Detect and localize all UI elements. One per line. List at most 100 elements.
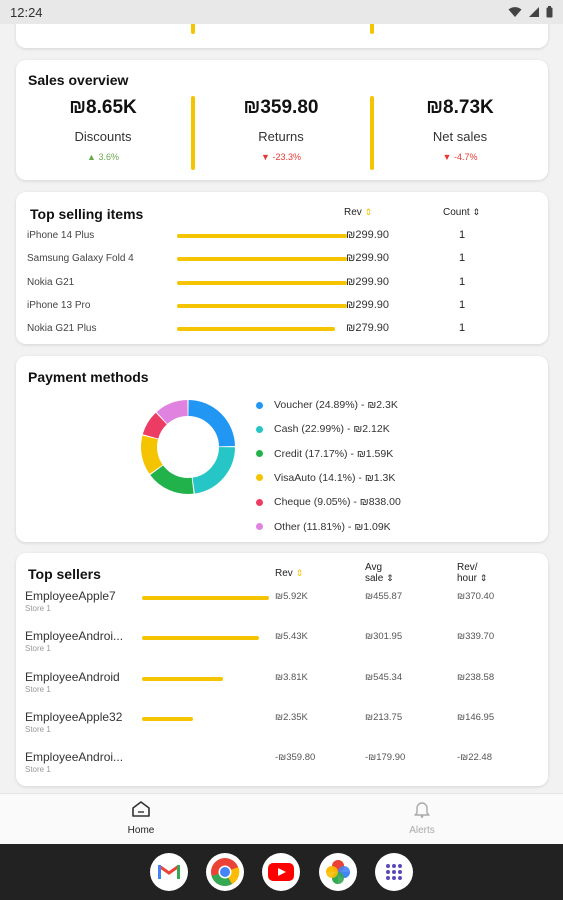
legend-color-dot — [256, 474, 263, 482]
card-title: Payment methods — [28, 369, 149, 385]
metric-returns: ₪359.80 Returns ▼ -23.3% — [196, 97, 366, 162]
seller-rev-hour: ₪370.40 — [457, 591, 495, 602]
apps-grid-icon[interactable] — [375, 853, 413, 891]
legend-item: Voucher (24.89%) - ₪2.3K — [256, 399, 398, 411]
table-row[interactable]: EmployeeAndroi... Store 1 -₪359.80 -₪179.90… — [16, 750, 548, 786]
seller-name: EmployeeApple32 — [25, 709, 123, 724]
legend-label: Cash (22.99%) - ₪2.12K — [274, 423, 390, 436]
bottom-navigation: Home Alerts — [0, 793, 563, 844]
table-row[interactable]: EmployeeAndroid Store 1 ₪3.81K ₪545.34 ₪238.… — [16, 670, 548, 706]
seller-store: Store 1 — [25, 644, 51, 654]
list-item[interactable]: iPhone 13 Pro ₪299.90 1 — [16, 296, 548, 316]
legend-color-dot — [256, 425, 263, 433]
home-icon — [132, 801, 150, 817]
metric-net-sales: ₪8.73K Net sales ▼ -4.7% — [375, 97, 545, 162]
metric-divider — [370, 96, 374, 170]
table-row[interactable]: EmployeeAndroi... Store 1 ₪5.43K ₪301.95 ₪33… — [16, 629, 548, 665]
nav-alerts[interactable]: Alerts — [382, 800, 462, 836]
sort-icon: ⇕ — [479, 573, 488, 583]
seller-store: Store 1 — [25, 604, 51, 613]
seller-name: EmployeeApple7 — [25, 589, 116, 603]
legend-item: VisaAuto (14.1%) - ₪1.3K — [256, 472, 395, 484]
metric-label: Discounts — [74, 129, 132, 144]
seller-name: EmployeeAndroid — [25, 669, 120, 684]
top-sellers-card: Top sellers Rev ⇕ Avg sale ⇕ Rev/ hour ⇕… — [16, 553, 548, 786]
column-header-label: sale — [365, 573, 384, 584]
sort-rev-hour-button[interactable]: Rev/ hour ⇕ — [457, 562, 487, 584]
item-rev-bar — [177, 280, 347, 285]
list-item[interactable]: Nokia G21 ₪299.90 1 — [16, 273, 548, 293]
item-rev: ₪299.90 — [346, 275, 389, 288]
seller-rev: ₪2.35K — [275, 711, 308, 723]
item-name: iPhone 13 Pro — [27, 299, 91, 311]
seller-rev-bar — [142, 716, 193, 721]
donut-slice — [141, 435, 163, 475]
card-title: Top sellers — [28, 566, 101, 582]
photos-icon[interactable] — [319, 853, 357, 891]
legend-label: Other (11.81%) - ₪1.09K — [274, 520, 391, 533]
seller-store: Store 1 — [25, 724, 51, 734]
item-name: Nokia G21 Plus — [27, 323, 97, 335]
card-title: Top selling items — [30, 206, 144, 222]
legend-color-dot — [256, 498, 263, 506]
legend-item: Other (11.81%) - ₪1.09K — [256, 521, 391, 533]
sort-count-button[interactable]: Count ⇕ — [443, 207, 480, 218]
seller-rev-bar — [142, 596, 269, 600]
metric-divider — [191, 96, 195, 170]
metric-label: Returns — [258, 129, 304, 144]
seller-avg-sale: ₪301.95 — [365, 631, 403, 643]
legend-item: Cash (22.99%) - ₪2.12K — [256, 423, 390, 435]
donut-slice — [150, 465, 194, 494]
item-name: Samsung Galaxy Fold 4 — [27, 253, 134, 265]
sales-overview-card: Sales overview ₪8.65K Discounts ▲ 3.6% ₪… — [16, 60, 548, 180]
wifi-icon — [508, 7, 522, 17]
legend-color-dot — [256, 523, 263, 530]
nav-home[interactable]: Home — [101, 800, 181, 836]
card-title: Sales overview — [28, 72, 129, 88]
arrow-down-icon: ▼ — [442, 152, 452, 162]
top-selling-items-card: Top selling items Rev ⇕ Count ⇕ iPhone 1… — [16, 192, 548, 344]
legend-label: Cheque (9.05%) - ₪838.00 — [274, 496, 401, 509]
donut-slice — [156, 400, 189, 425]
youtube-icon[interactable] — [262, 853, 300, 891]
nav-label: Home — [127, 825, 155, 836]
gmail-icon[interactable] — [150, 853, 188, 891]
item-rev-bar — [177, 327, 336, 332]
item-count: 1 — [459, 229, 466, 241]
list-item[interactable]: Nokia G21 Plus ₪279.90 1 — [16, 319, 548, 339]
seller-rev: ₪3.81K — [275, 671, 308, 683]
metric-change-value: -23.3% — [272, 152, 301, 162]
payment-methods-card: Payment methods Voucher (24.89%) - ₪2.3K… — [16, 356, 548, 542]
seller-rev-hour: ₪146.95 — [457, 711, 495, 723]
metric-value: ₪359.80 — [243, 97, 319, 118]
item-count: 1 — [459, 275, 466, 288]
seller-rev-hour: ₪339.70 — [457, 631, 495, 643]
chrome-icon[interactable] — [206, 853, 244, 891]
seller-rev-bar — [142, 636, 259, 641]
metric-change: ▲ 3.6% — [18, 152, 188, 162]
legend-color-dot — [256, 401, 263, 409]
sort-avg-sale-button[interactable]: Avg sale ⇕ — [365, 562, 394, 584]
sort-rev-button[interactable]: Rev ⇕ — [275, 568, 303, 579]
seller-rev: ₪5.92K — [275, 591, 308, 602]
column-header-label: Rev — [275, 568, 293, 579]
legend-label: Voucher (24.89%) - ₪2.3K — [274, 399, 398, 411]
table-row[interactable]: EmployeeApple32 Store 1 ₪2.35K ₪213.75 ₪146.… — [16, 710, 548, 746]
item-rev-bar — [177, 257, 347, 262]
table-row[interactable]: EmployeeApple7 Store 1 ₪5.92K ₪455.87 ₪370.4… — [16, 589, 548, 625]
item-count: 1 — [459, 252, 466, 265]
status-icons — [508, 6, 553, 18]
list-item[interactable]: iPhone 14 Plus ₪299.90 1 — [16, 226, 548, 246]
item-rev-bar — [177, 303, 347, 308]
item-count: 1 — [459, 298, 466, 311]
item-name: Nokia G21 — [27, 276, 75, 288]
metric-change-value: -4.7% — [453, 152, 478, 162]
list-item[interactable]: Samsung Galaxy Fold 4 ₪299.90 1 — [16, 249, 548, 269]
seller-avg-sale: ₪545.34 — [365, 671, 403, 683]
legend-item: Cheque (9.05%) - ₪838.00 — [256, 496, 401, 508]
sort-rev-button[interactable]: Rev ⇕ — [344, 207, 372, 218]
seller-name: EmployeeAndroi... — [25, 629, 124, 644]
column-header-label: hour — [457, 573, 478, 584]
payment-donut-chart — [141, 400, 235, 494]
column-header-label: Avg — [365, 562, 383, 573]
